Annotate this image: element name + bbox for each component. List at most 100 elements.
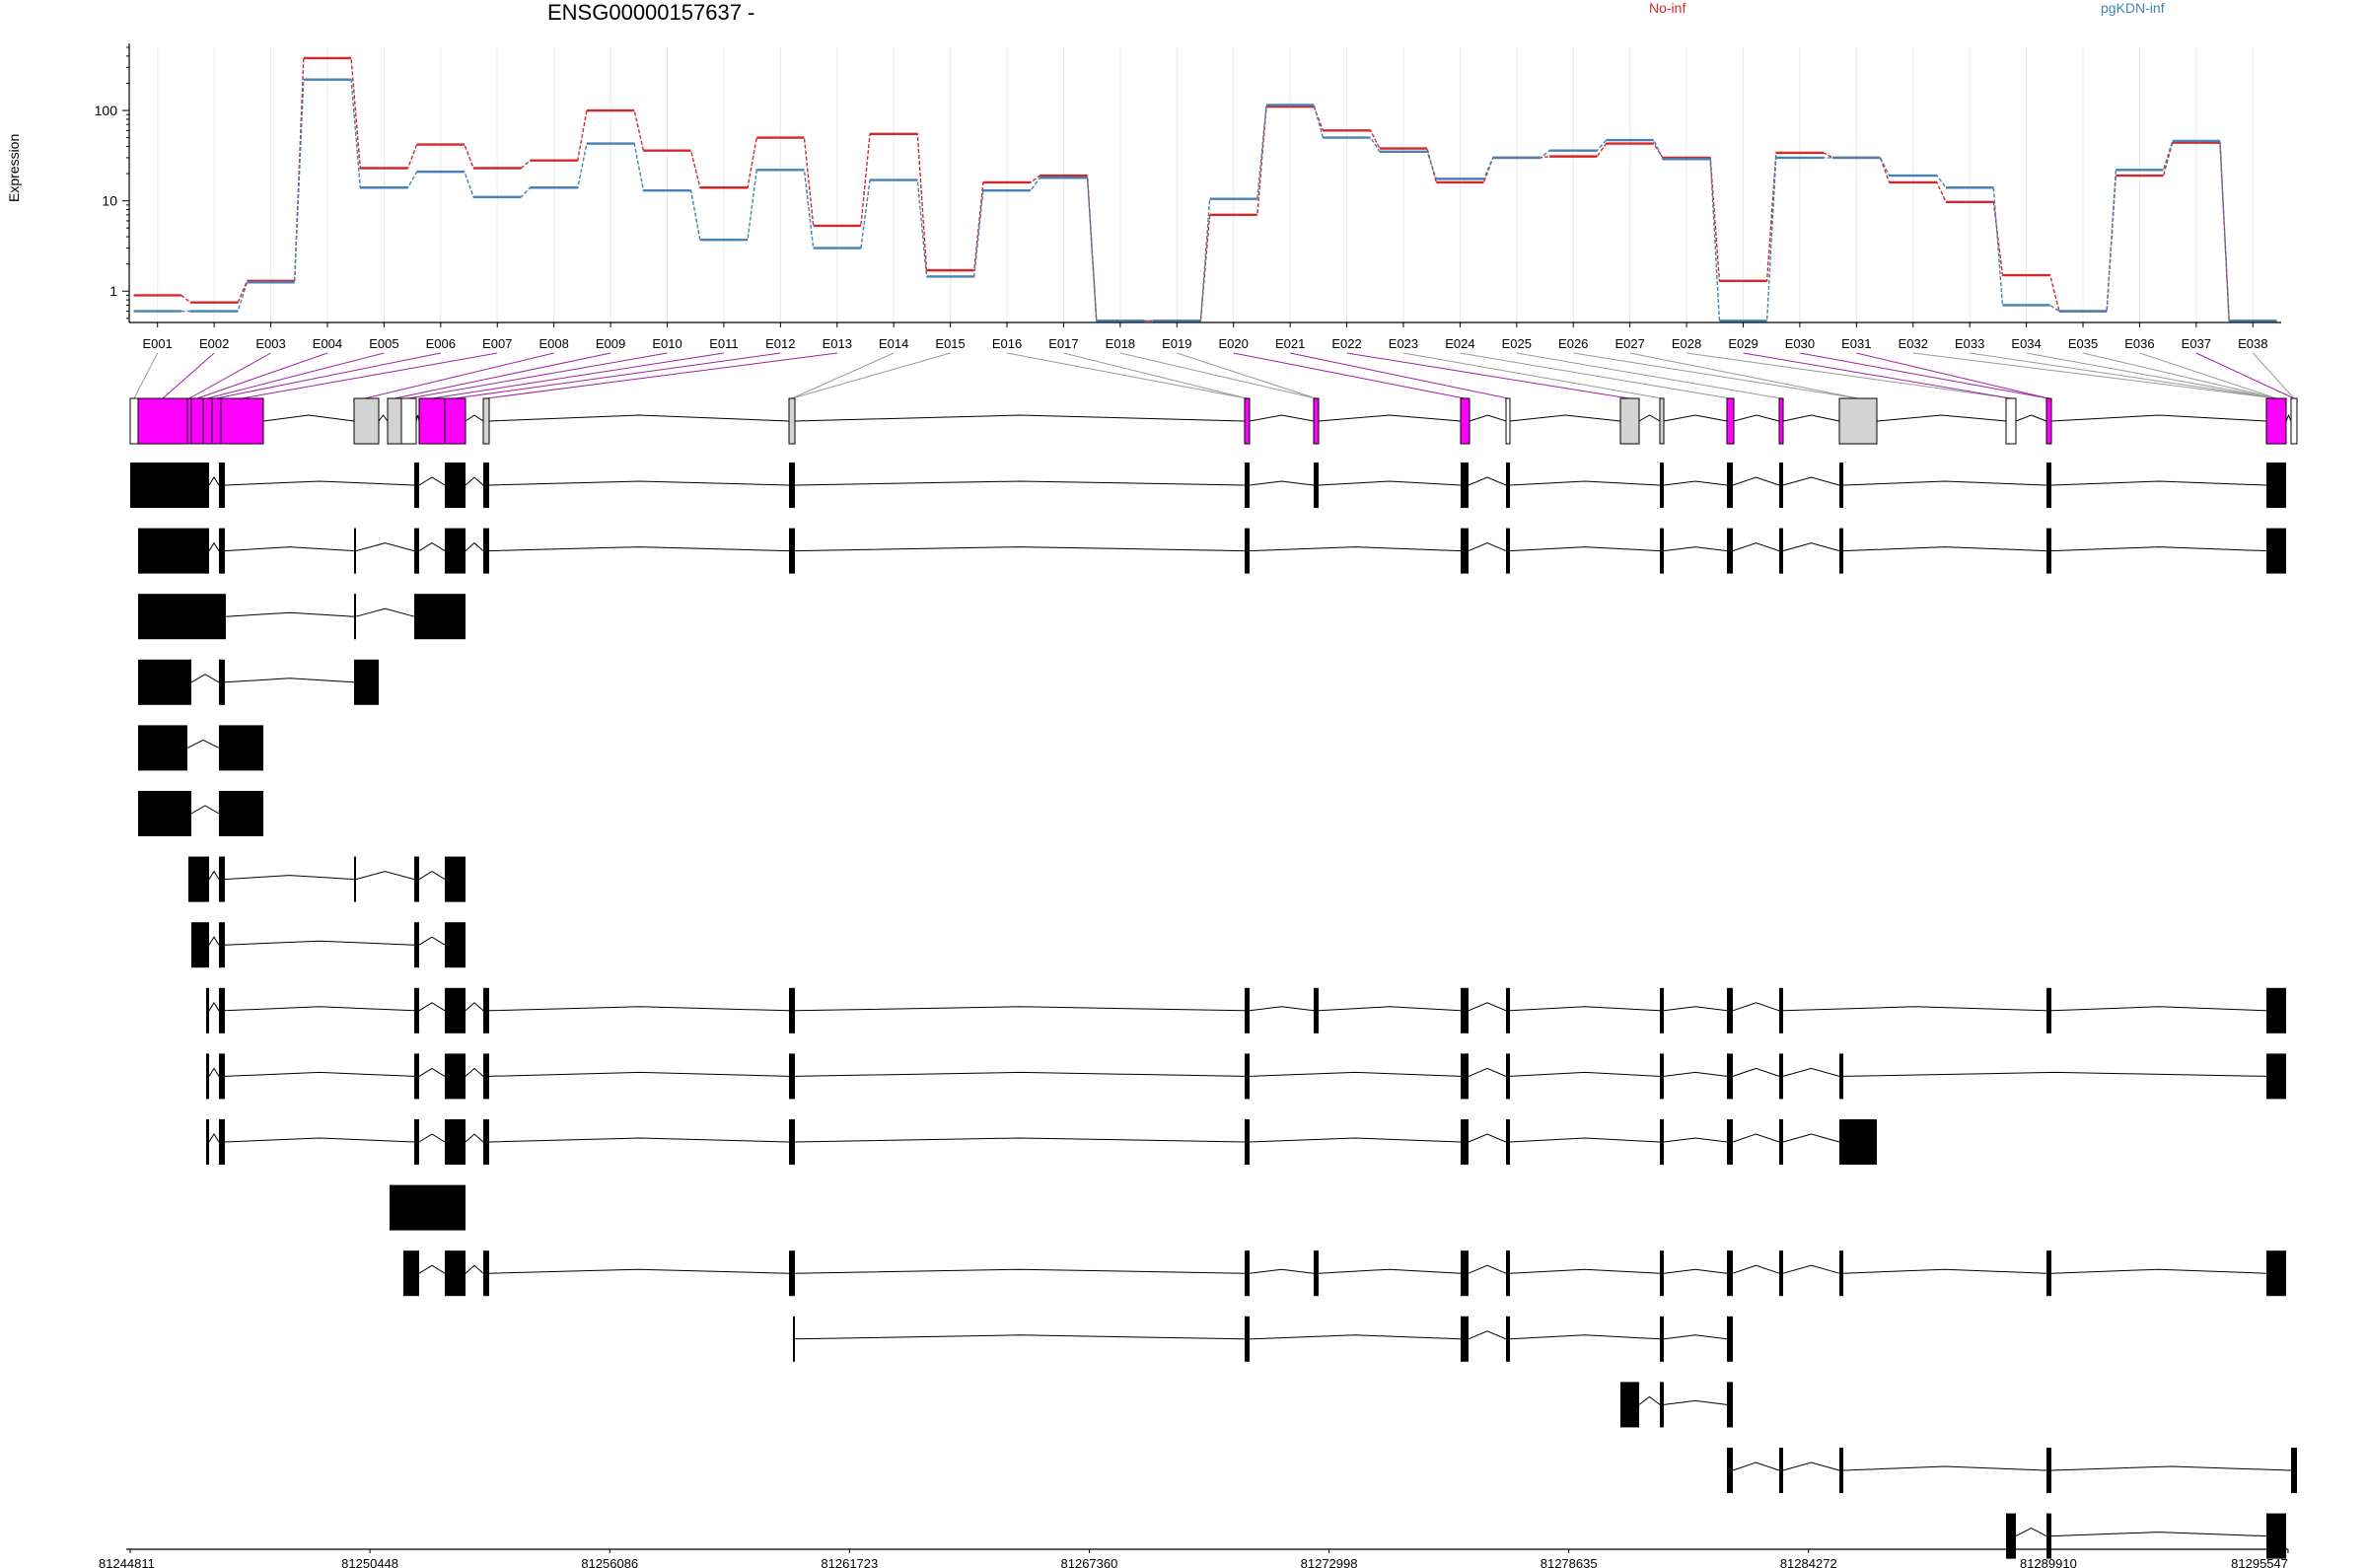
transcript-row — [138, 725, 263, 771]
flattened-exon — [444, 397, 466, 445]
transcript-exon — [1839, 1448, 1843, 1493]
transcript-exon — [2046, 987, 2051, 1033]
intron — [488, 546, 790, 552]
intron — [1663, 1399, 1728, 1405]
transcript-exon — [483, 1053, 489, 1100]
intron — [418, 1067, 446, 1077]
intron — [1638, 1395, 1661, 1405]
flattened-exon — [1838, 397, 1878, 445]
transcript-exon — [1660, 528, 1664, 574]
transcript-exon — [130, 463, 209, 508]
intron — [1663, 1137, 1728, 1143]
exon-connector — [241, 352, 498, 399]
transcript-row — [206, 1053, 2286, 1100]
intron — [465, 414, 484, 422]
transcript-exon — [1660, 1382, 1664, 1428]
transcript-exon — [354, 856, 356, 902]
transcript-exon — [2291, 1448, 2297, 1493]
intron — [2050, 480, 2267, 486]
intron — [1509, 546, 1661, 552]
transcript-exon — [483, 987, 489, 1033]
transcript-exon — [1727, 528, 1733, 574]
intron — [1732, 1264, 1780, 1274]
x-tick-label: E002 — [199, 336, 229, 351]
intron — [1509, 1006, 1661, 1012]
intron — [1468, 1002, 1507, 1012]
flattened-exon — [1244, 397, 1251, 445]
transcript-exon — [1461, 528, 1469, 574]
intron — [418, 871, 446, 881]
transcript-exon — [445, 922, 466, 968]
intron — [488, 1137, 790, 1143]
genomic-tick-label: 81267360 — [1061, 1556, 1118, 1568]
transcript-exon — [2046, 1250, 2051, 1297]
transcript-exon — [1245, 1250, 1250, 1297]
exon-connector — [2082, 352, 2277, 399]
transcript-exon — [1314, 1250, 1319, 1297]
transcript-exon — [403, 1250, 419, 1297]
intron — [465, 541, 484, 551]
transcript-exon — [2046, 463, 2051, 508]
exon-connector — [394, 352, 611, 399]
transcript-exon — [1839, 463, 1843, 508]
intron — [1663, 1334, 1728, 1340]
transcript-row — [1727, 1448, 2297, 1493]
transcript-exon — [219, 922, 225, 968]
intron — [1782, 414, 1840, 422]
exon-connector — [1233, 352, 1466, 399]
exon-connector — [1686, 352, 2012, 399]
intron — [1663, 480, 1728, 486]
intron — [1782, 1006, 2047, 1012]
transcript-exon — [191, 922, 209, 968]
transcript-exon — [445, 528, 466, 574]
exon-connector — [1856, 352, 2049, 399]
intron — [465, 1133, 484, 1143]
intron — [1782, 1264, 1840, 1274]
flattened-exon — [1619, 397, 1640, 445]
exon-connector — [133, 352, 159, 399]
intron — [1732, 1133, 1780, 1143]
intron — [1509, 1334, 1661, 1340]
intron — [1249, 1334, 1462, 1340]
intron — [1469, 414, 1507, 422]
transcript-row — [206, 1119, 1877, 1165]
flattened-exon — [220, 397, 264, 445]
vertical-gridlines — [157, 47, 2254, 322]
transcript-exon — [1506, 463, 1510, 508]
flattened-exon — [1778, 397, 1784, 445]
intron — [488, 1071, 790, 1077]
flattened-exon — [137, 397, 188, 445]
transcript-exon — [2266, 1053, 2286, 1100]
intron — [1318, 1268, 1462, 1274]
intron — [465, 1067, 484, 1077]
transcript-exon — [1727, 1119, 1733, 1165]
intron — [355, 871, 415, 881]
genomic-tick-label: 81256086 — [581, 1556, 638, 1568]
intron — [208, 870, 220, 880]
intron — [794, 1006, 1246, 1012]
intron — [208, 1001, 220, 1012]
x-tick-label: E011 — [709, 336, 738, 351]
intron — [1663, 1268, 1728, 1274]
transcript-exon — [2266, 1250, 2286, 1297]
intron — [1249, 414, 1315, 422]
exon-tick-labels: E001 E002 E003 E004 E005 E006 E007 E008 E009 E010… — [143, 322, 2267, 351]
intron — [1318, 480, 1462, 486]
intron — [1468, 1264, 1507, 1274]
genomic-axis: 81244811 81250448 81256086 81261723 81267360… — [99, 1548, 2289, 1568]
x-tick-label: E005 — [369, 336, 398, 351]
exon-connector — [1402, 352, 1663, 399]
intron — [1663, 1006, 1728, 1012]
exon-connector — [485, 352, 837, 399]
x-tick-label: E037 — [2182, 336, 2211, 351]
transcript-exon — [206, 1053, 209, 1100]
axes: 1 10 100 — [95, 43, 2281, 323]
intron — [794, 480, 1246, 486]
transcript-exon — [1727, 987, 1733, 1033]
flattened-exon — [2265, 397, 2287, 445]
flattened-gene-model — [129, 397, 2298, 445]
intron — [794, 1268, 1246, 1274]
exon-connector-lines — [133, 352, 2295, 399]
intron — [378, 414, 389, 422]
transcript-exon — [445, 856, 466, 902]
